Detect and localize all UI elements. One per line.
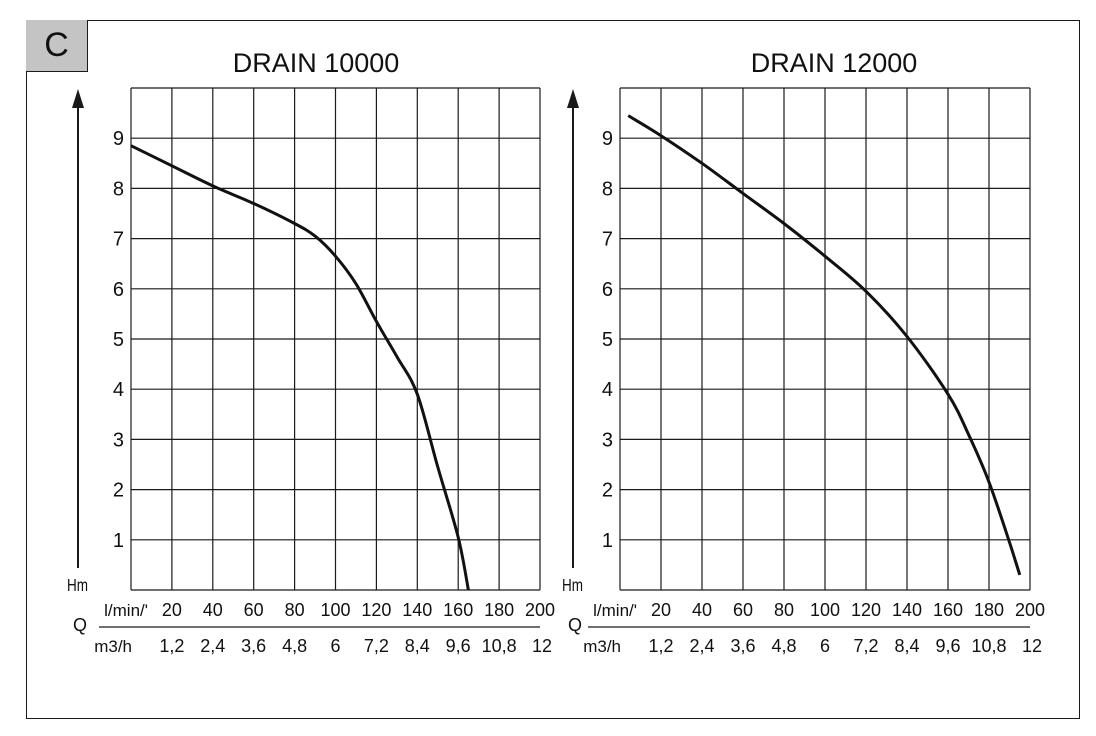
chart2-xtick-secondary-10,8: 10,8	[971, 636, 1006, 656]
chart2-xtick-secondary-12: 12	[1022, 636, 1042, 656]
chart2-xtick-primary-40: 40	[692, 600, 712, 620]
chart1-xtick-primary-180: 180	[484, 600, 514, 620]
chart2-xtick-primary-160: 160	[933, 600, 963, 620]
chart1-ytick-4: 4	[113, 379, 124, 401]
chart1-xtick-secondary-3,6: 3,6	[241, 636, 266, 656]
chart2-ytick-8: 8	[602, 178, 613, 200]
chart1-xlabel: Q	[73, 615, 87, 635]
chart2-title: DRAIN 12000	[751, 48, 918, 78]
chart2-xtick-primary-180: 180	[974, 600, 1004, 620]
panel-label-badge: C	[26, 20, 88, 72]
chart1-xtick-primary-160: 160	[443, 600, 473, 620]
chart1-xtick-secondary-9,6: 9,6	[446, 636, 471, 656]
chart1-xtick-secondary-10,8: 10,8	[482, 636, 517, 656]
chart1-xtick-primary-20: 20	[162, 600, 182, 620]
chart1-ytick-9: 9	[113, 128, 124, 150]
chart2-ytick-2: 2	[602, 480, 613, 502]
chart1-xtick-primary-200: 200	[525, 600, 555, 620]
chart2-ytick-4: 4	[602, 379, 613, 401]
chart1-curve-0	[130, 144, 470, 591]
chart2-xtick-secondary-8,4: 8,4	[894, 636, 919, 656]
chart2-ytick-1: 1	[602, 530, 613, 552]
chart2-xtick-secondary-2,4: 2,4	[689, 636, 714, 656]
chart1-ytick-7: 7	[113, 229, 124, 251]
chart2-ytick-5: 5	[602, 329, 613, 351]
chart1-x-unit-secondary: m3/h	[94, 637, 132, 656]
chart1-ytick-8: 8	[113, 178, 124, 200]
chart2-xtick-secondary-3,6: 3,6	[730, 636, 755, 656]
chart1-xtick-secondary-6: 6	[330, 636, 340, 656]
chart1-ytick-1: 1	[113, 530, 124, 552]
chart2-xtick-secondary-7,2: 7,2	[853, 636, 878, 656]
chart2-xtick-primary-140: 140	[892, 600, 922, 620]
chart1-ytick-3: 3	[113, 429, 124, 451]
chart2-xtick-primary-60: 60	[733, 600, 753, 620]
chart1-title: DRAIN 10000	[233, 48, 400, 78]
chart2-xtick-primary-120: 120	[851, 600, 881, 620]
chart1-ytick-2: 2	[113, 480, 124, 502]
chart1-ylabel: Hm	[67, 576, 88, 595]
chart1-xtick-secondary-2,4: 2,4	[200, 636, 225, 656]
chart1-xtick-secondary-4,8: 4,8	[282, 636, 307, 656]
chart2-x-unit-secondary: m3/h	[583, 637, 621, 656]
chart1-xtick-secondary-1,2: 1,2	[159, 636, 184, 656]
chart2-xtick-primary-20: 20	[651, 600, 671, 620]
chart1-ytick-5: 5	[113, 329, 124, 351]
chart1-y-arrow-head	[72, 89, 84, 108]
chart2-ytick-9: 9	[602, 128, 613, 150]
chart2-xtick-secondary-1,2: 1,2	[648, 636, 673, 656]
chart1-xtick-secondary-12: 12	[532, 636, 552, 656]
chart1-x-unit-primary: l/min/'	[104, 601, 148, 620]
chart2-xtick-primary-80: 80	[774, 600, 794, 620]
chart2-curve-0	[627, 114, 1022, 576]
chart2-xtick-secondary-9,6: 9,6	[935, 636, 960, 656]
chart2-ytick-3: 3	[602, 429, 613, 451]
chart2-xtick-secondary-4,8: 4,8	[771, 636, 796, 656]
chart1-xtick-primary-120: 120	[361, 600, 391, 620]
chart1-xtick-primary-40: 40	[203, 600, 223, 620]
chart2-xtick-secondary-6: 6	[820, 636, 830, 656]
chart2-x-unit-primary: l/min/'	[593, 601, 637, 620]
chart2-ytick-7: 7	[602, 229, 613, 251]
chart1-xtick-primary-80: 80	[285, 600, 305, 620]
chart2-xlabel: Q	[568, 615, 582, 635]
chart2-xtick-primary-200: 200	[1015, 600, 1045, 620]
chart2-xtick-primary-100: 100	[810, 600, 840, 620]
chart1-xtick-primary-140: 140	[402, 600, 432, 620]
chart1-ytick-6: 6	[113, 279, 124, 301]
chart2-y-arrow-head	[567, 89, 579, 108]
chart1-xtick-secondary-7,2: 7,2	[364, 636, 389, 656]
chart1-xtick-primary-60: 60	[244, 600, 264, 620]
chart2-ylabel: Hm	[562, 576, 583, 595]
chart2-ytick-6: 6	[602, 279, 613, 301]
figure-frame	[26, 20, 1080, 719]
chart1-xtick-primary-100: 100	[320, 600, 350, 620]
chart1-xtick-secondary-8,4: 8,4	[405, 636, 430, 656]
